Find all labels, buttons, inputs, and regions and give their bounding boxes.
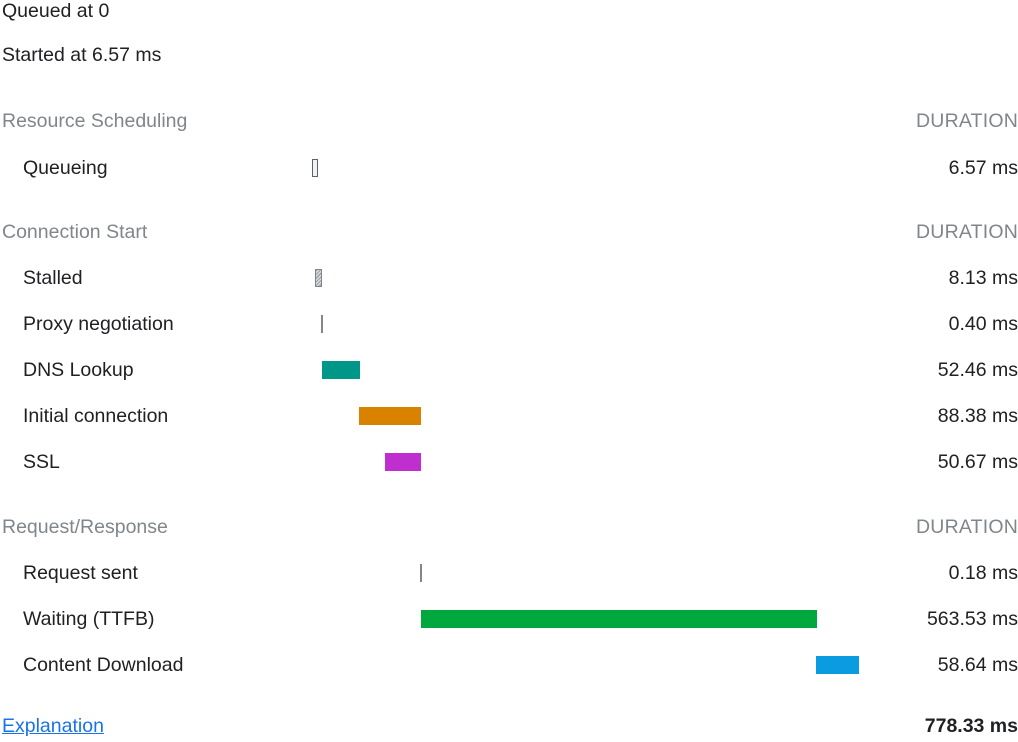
timing-row-label: Stalled	[23, 267, 83, 289]
explanation-link[interactable]: Explanation	[2, 715, 104, 737]
timing-row-duration: 8.13 ms	[948, 267, 1018, 289]
timing-bar	[359, 407, 421, 425]
duration-column-header: DURATION	[916, 221, 1018, 243]
timing-row-label: Content Download	[23, 654, 184, 676]
timing-row-duration: 0.18 ms	[948, 562, 1018, 584]
timing-row-duration: 88.38 ms	[937, 405, 1018, 427]
queued-at-text: Queued at 0	[2, 0, 110, 22]
timing-row[interactable]: Queueing 6.57 ms	[0, 155, 1018, 181]
timing-group-header: Connection Start DURATION	[0, 219, 1018, 245]
timing-row-duration: 563.53 ms	[926, 608, 1018, 630]
timing-group-title: Resource Scheduling	[2, 110, 188, 132]
timing-group-header: Resource Scheduling DURATION	[0, 108, 1018, 134]
timing-group-title: Connection Start	[2, 221, 148, 243]
timing-bar	[312, 159, 318, 177]
timing-row-label: Request sent	[23, 562, 138, 584]
timing-group-title: Request/Response	[2, 516, 168, 538]
timing-bar	[421, 610, 817, 628]
timing-row[interactable]: SSL 50.67 ms	[0, 449, 1018, 475]
timing-row-duration: 50.67 ms	[937, 451, 1018, 473]
timing-row-duration: 58.64 ms	[937, 654, 1018, 676]
timing-row-label: Waiting (TTFB)	[23, 608, 155, 630]
timing-bar	[816, 656, 859, 674]
timing-group-header: Request/Response DURATION	[0, 514, 1018, 540]
started-at-text: Started at 6.57 ms	[2, 44, 162, 66]
timing-row-duration: 0.40 ms	[948, 313, 1018, 335]
timing-bar	[385, 453, 421, 471]
timing-row[interactable]: DNS Lookup 52.46 ms	[0, 357, 1018, 383]
total-duration-value: 778.33 ms	[924, 715, 1018, 737]
timing-bar	[420, 564, 422, 582]
timing-row[interactable]: Stalled 8.13 ms	[0, 265, 1018, 291]
duration-column-header: DURATION	[916, 110, 1018, 132]
timing-row[interactable]: Content Download 58.64 ms	[0, 652, 1018, 678]
timing-row[interactable]: Initial connection 88.38 ms	[0, 403, 1018, 429]
timing-row-label: DNS Lookup	[23, 359, 134, 381]
timing-bar	[315, 269, 322, 287]
timing-row-label: Proxy negotiation	[23, 313, 174, 335]
timing-row-duration: 6.57 ms	[948, 157, 1018, 179]
duration-column-header: DURATION	[916, 516, 1018, 538]
timing-row[interactable]: Waiting (TTFB) 563.53 ms	[0, 606, 1018, 632]
timing-row-label: Initial connection	[23, 405, 169, 427]
timing-row-duration: 52.46 ms	[937, 359, 1018, 381]
timing-row[interactable]: Proxy negotiation 0.40 ms	[0, 311, 1018, 337]
timing-row-label: Queueing	[23, 157, 108, 179]
timing-footer: Explanation 778.33 ms	[0, 712, 1018, 742]
timing-bar	[322, 361, 360, 379]
timing-bar	[321, 315, 323, 333]
timing-row-label: SSL	[23, 451, 60, 473]
timing-row[interactable]: Request sent 0.18 ms	[0, 560, 1018, 586]
